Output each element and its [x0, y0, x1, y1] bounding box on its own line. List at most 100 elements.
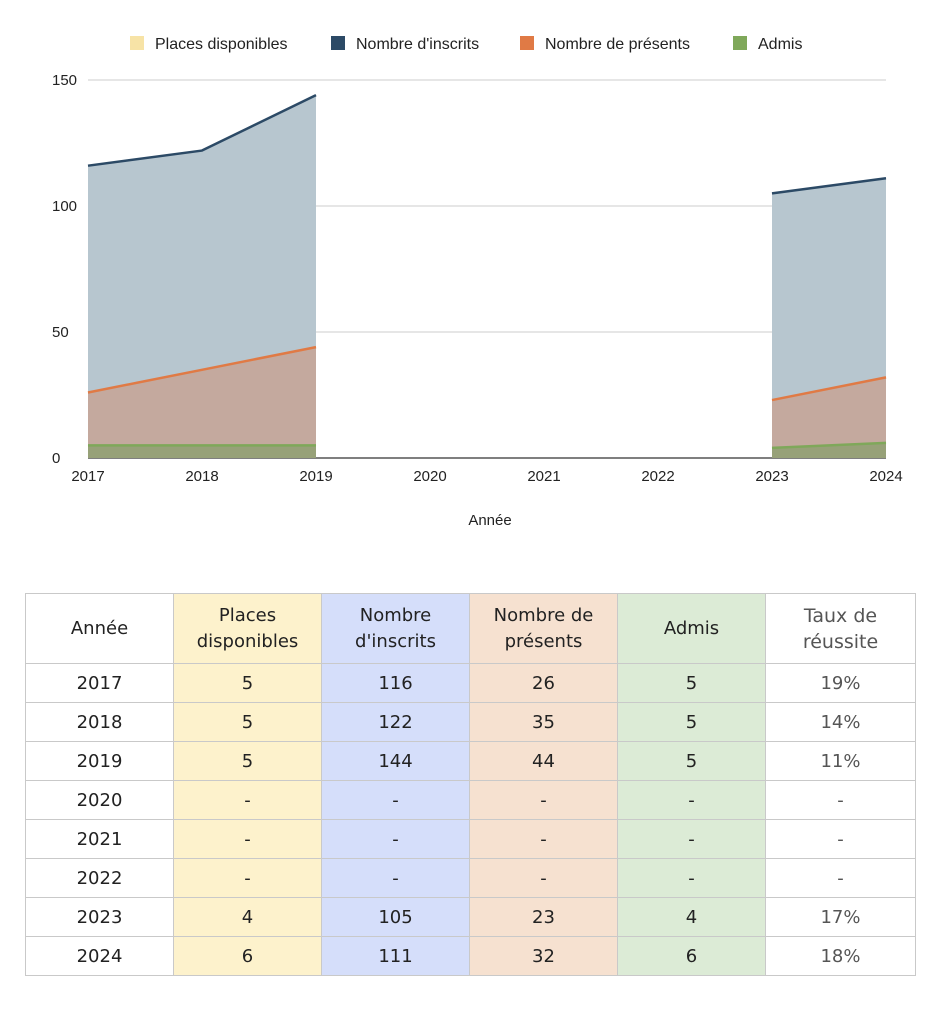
table-cell: - [321, 819, 470, 859]
header-text: Année [70, 617, 129, 639]
table-cell: 26 [469, 663, 618, 703]
table-cell: 6 [173, 936, 322, 976]
legend-label: Nombre d'inscrits [356, 36, 479, 53]
table-row: 2024 6 111 32 6 18% [25, 936, 916, 976]
table-header-row: Année Places disponibles Nombre d'inscrits… [25, 593, 916, 664]
table-cell: - [469, 819, 618, 859]
legend-label: Admis [758, 36, 802, 53]
results-table: Année Places disponibles Nombre d'inscrits… [25, 593, 916, 976]
table-cell: - [321, 858, 470, 898]
x-tick-label: 2022 [641, 468, 674, 485]
x-tick-label: 2024 [869, 468, 902, 485]
table-cell: - [617, 819, 766, 859]
series-line [771, 441, 887, 450]
header-text: Places [218, 604, 277, 626]
table-cell: 5 [173, 741, 322, 781]
table-cell: 44 [469, 741, 618, 781]
table-row: 2020- - - - - [25, 780, 916, 820]
table-cell: 35 [469, 702, 618, 742]
table-row: 2017 5 116 26 5 19% [25, 663, 916, 703]
legend-swatch [331, 36, 345, 50]
table-cell: 2023 [25, 897, 174, 937]
x-tick-label: 2023 [755, 468, 788, 485]
x-tick-label: 2020 [413, 468, 446, 485]
table-cell: - [765, 780, 916, 820]
table-cell: - [469, 780, 618, 820]
table-cell: - [321, 780, 470, 820]
table-cell: 4 [173, 897, 322, 937]
table-cell: - [173, 819, 322, 859]
table-cell: - [617, 858, 766, 898]
legend-label: Nombre de présents [545, 36, 690, 53]
table-cell: - [469, 858, 618, 898]
table-cell: 2021 [25, 819, 174, 859]
area-chart: Places disponibles Nombre d'inscrits Nombr… [52, 36, 903, 529]
table-cell: 2017 [25, 663, 174, 703]
table-cell: 5 [617, 741, 766, 781]
table-cell: 5 [617, 702, 766, 742]
area-fill [772, 377, 886, 458]
header-text: Admis [663, 617, 720, 639]
table-cell: 2020 [25, 780, 174, 820]
header-text: d'inscrits [355, 630, 436, 652]
header-admis: Admis [617, 593, 766, 664]
area-fill [772, 442, 886, 458]
x-axis-title: Année [468, 512, 511, 529]
table-cell: 18% [765, 936, 916, 976]
series-line [771, 376, 887, 402]
header-nombre-inscrits: Nombre d'inscrits [321, 593, 470, 664]
table-cell: - [765, 858, 916, 898]
header-taux-reussite: Taux de réussite [765, 593, 916, 664]
area-fill [88, 445, 316, 458]
header-text: Nombre [359, 604, 432, 626]
table-cell: 144 [321, 741, 470, 781]
table-cell: 23 [469, 897, 618, 937]
header-text: réussite [802, 630, 879, 653]
header-places-disponibles: Places disponibles [173, 593, 322, 664]
y-tick-label: 50 [52, 324, 69, 341]
y-tick-label: 0 [52, 450, 60, 467]
table-cell: 111 [321, 936, 470, 976]
table-cell: 105 [321, 897, 470, 937]
table-cell: 11% [765, 741, 916, 781]
x-tick-label: 2017 [71, 468, 104, 485]
legend-swatch [130, 36, 144, 50]
table-row: 2018 5 122 35 5 14% [25, 702, 916, 742]
table-cell: 19% [765, 663, 916, 703]
y-tick-label: 100 [52, 198, 77, 215]
legend-swatch [520, 36, 534, 50]
table-cell: 6 [617, 936, 766, 976]
header-text: Taux de [803, 604, 878, 627]
header-text: disponibles [196, 630, 299, 652]
table-row: 2023 4 105 23 4 17% [25, 897, 916, 937]
area-fill [88, 347, 316, 458]
table-cell: 2019 [25, 741, 174, 781]
table-cell: 32 [469, 936, 618, 976]
legend-swatch [733, 36, 747, 50]
legend-label: Places disponibles [155, 36, 288, 53]
table-cell: 5 [173, 702, 322, 742]
header-text: présents [504, 630, 583, 652]
chart-areas [87, 93, 887, 459]
x-tick-label: 2019 [299, 468, 332, 485]
header-nombre-presents: Nombre de présents [469, 593, 618, 664]
table-cell: - [765, 819, 916, 859]
table-row: 2022- - - - - [25, 858, 916, 898]
chart-legend: Places disponibles Nombre d'inscrits Nombr… [130, 36, 802, 53]
table-cell: 4 [617, 897, 766, 937]
chart-ticks: 0 50 100 150 2017 2018 2019 2020 2021 2022 2023 202… [52, 72, 903, 485]
x-tick-label: 2018 [185, 468, 218, 485]
header-annee: Année [25, 593, 174, 664]
table-row: 2021- - - - - [25, 819, 916, 859]
x-tick-label: 2021 [527, 468, 560, 485]
table-cell: 2018 [25, 702, 174, 742]
table-cell: 116 [321, 663, 470, 703]
table-cell: 2022 [25, 858, 174, 898]
header-text: Nombre de [493, 604, 594, 626]
table-cell: 14% [765, 702, 916, 742]
table-cell: 5 [173, 663, 322, 703]
table-row: 2019 5 144 44 5 11% [25, 741, 916, 781]
table-cell: 122 [321, 702, 470, 742]
y-tick-label: 150 [52, 72, 77, 89]
table-cell: - [617, 780, 766, 820]
